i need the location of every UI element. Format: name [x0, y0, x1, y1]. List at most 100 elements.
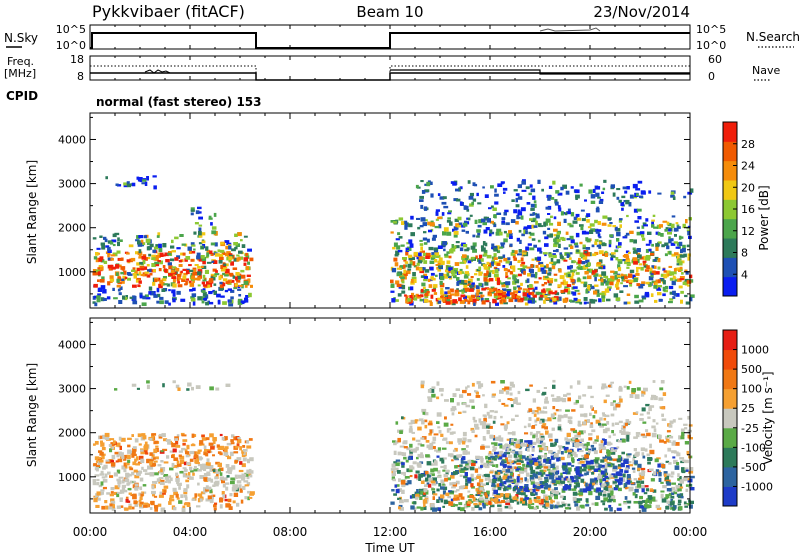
- velocity-cell: [534, 492, 538, 496]
- velocity-cell: [557, 449, 561, 454]
- velocity-cell: [171, 454, 175, 458]
- power-cell: [459, 201, 463, 206]
- velocity-cell: [583, 413, 588, 418]
- power-cell: [500, 242, 506, 245]
- velocity-cell: [220, 476, 224, 481]
- velocity-cell: [654, 458, 659, 463]
- velocity-cell: [516, 501, 520, 505]
- power-cell: [651, 219, 655, 222]
- power-cell: [554, 278, 558, 282]
- velocity-cell: [610, 447, 614, 452]
- velocity-cell: [550, 499, 553, 504]
- power-cell: [132, 300, 138, 305]
- velocity-cell: [230, 442, 235, 445]
- power-cell: [582, 244, 586, 248]
- velocity-cell: [451, 412, 455, 416]
- power-cell: [665, 227, 669, 230]
- velocity-cell: [602, 502, 606, 506]
- velocity-cell: [622, 473, 626, 478]
- power-cell: [411, 276, 417, 281]
- velocity-cell: [121, 484, 126, 488]
- power-cell: [639, 231, 645, 235]
- velocity-cell: [461, 448, 466, 451]
- power-cell: [496, 290, 501, 295]
- velocity-cell: [236, 457, 242, 461]
- power-cell: [247, 248, 252, 252]
- velocity-cell: [197, 493, 203, 497]
- velocity-cell: [93, 443, 96, 446]
- power-cell: [621, 275, 626, 279]
- velocity-cell: [605, 487, 609, 491]
- power-cell: [557, 284, 562, 288]
- power-cell: [172, 298, 176, 303]
- velocity-cell: [581, 464, 586, 467]
- power-cell: [117, 264, 122, 268]
- power-cell: [136, 267, 140, 272]
- velocity-cell: [250, 491, 255, 495]
- velocity-cell: [243, 451, 246, 456]
- power-cell: [543, 222, 547, 227]
- velocity-cell: [138, 504, 142, 507]
- power-cell: [676, 263, 680, 266]
- power-cell: [452, 181, 457, 186]
- power-cell: [426, 252, 431, 257]
- power-cell: [209, 250, 213, 254]
- velocity-cell: [583, 481, 586, 484]
- velocity-cell: [141, 433, 146, 436]
- velocity-cell: [94, 474, 100, 477]
- velocity-cell: [567, 485, 571, 490]
- power-cell: [686, 244, 690, 248]
- velocity-cell: [467, 477, 472, 482]
- velocity-cell: [177, 387, 181, 391]
- power-cell: [546, 263, 549, 268]
- power-cell: [554, 241, 559, 245]
- power-cell: [413, 295, 417, 297]
- power-cell: [204, 294, 209, 299]
- velocity-cell: [222, 477, 228, 481]
- power-cell: [107, 249, 112, 253]
- velocity-cell: [676, 452, 681, 457]
- power-cell: [604, 288, 610, 293]
- power-cell: [624, 234, 628, 238]
- velocity-cell: [119, 505, 124, 508]
- velocity-cell: [652, 419, 656, 423]
- velocity-cell: [472, 460, 476, 464]
- velocity-cell: [549, 438, 553, 442]
- power-cell: [548, 278, 554, 282]
- velocity-cell: [514, 414, 519, 417]
- power-cell: [459, 261, 465, 264]
- power-cell: [142, 178, 146, 181]
- velocity-cell: [586, 501, 589, 504]
- velocity-cell: [488, 462, 494, 465]
- velocity-cell: [617, 465, 622, 469]
- power-cell: [490, 231, 495, 235]
- velocity-cell: [640, 467, 646, 471]
- velocity-cell: [153, 495, 158, 498]
- velocity-cell: [99, 451, 104, 456]
- power-cell: [443, 248, 446, 252]
- velocity-cell: [165, 480, 168, 483]
- velocity-cell: [430, 503, 435, 508]
- power-cell: [585, 289, 589, 294]
- power-cell: [445, 269, 450, 273]
- velocity-cell: [151, 434, 155, 439]
- velocity-cell: [635, 432, 641, 435]
- velocity-cell: [408, 468, 413, 473]
- power-cell: [146, 246, 151, 251]
- velocity-cell: [491, 484, 496, 487]
- power-cell: [98, 265, 103, 267]
- velocity-cell: [223, 452, 229, 456]
- power-cell: [550, 297, 554, 300]
- velocity-cell: [550, 463, 555, 468]
- velocity-cell: [669, 420, 674, 424]
- velocity-cell: [467, 501, 472, 504]
- power-cell: [97, 293, 102, 296]
- velocity-cell: [527, 440, 533, 445]
- power-cell: [550, 197, 555, 200]
- power-cell: [413, 251, 418, 256]
- power-cell: [598, 241, 602, 245]
- power-cell: [520, 207, 526, 212]
- velocity-cell: [125, 462, 130, 466]
- velocity-cell: [432, 436, 437, 441]
- power-cell: [437, 297, 442, 300]
